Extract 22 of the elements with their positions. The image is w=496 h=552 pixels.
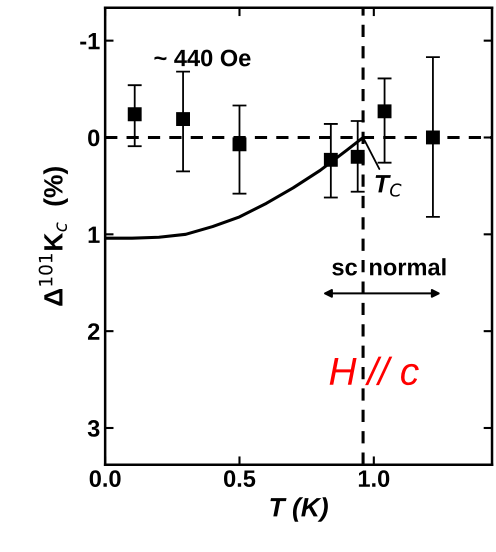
x-tick-label: 1.0 xyxy=(358,470,390,487)
point xyxy=(378,104,392,118)
annotation: ~ 440 Oe xyxy=(154,50,251,66)
y-axis-title: Δ$^{101}$K$_{c}$ (%) xyxy=(38,167,68,306)
point xyxy=(176,112,190,126)
y-tick-label: 2 xyxy=(88,323,100,340)
point xyxy=(426,130,440,144)
point xyxy=(324,152,338,167)
x-axis-title: T (K) xyxy=(270,497,328,522)
annotation: sc xyxy=(332,262,358,276)
x-tick-label: 0.0 xyxy=(90,470,121,487)
annotation: normal xyxy=(370,258,446,276)
point xyxy=(350,150,365,164)
y-tick-label: 1 xyxy=(88,226,100,243)
y-tick-label: 3 xyxy=(88,420,100,437)
y-tick-label: -1 xyxy=(80,32,100,50)
point xyxy=(128,107,142,122)
annotation: T$_{C}$ xyxy=(376,175,402,197)
point xyxy=(232,137,246,152)
annotation: H // c xyxy=(330,356,419,386)
y-tick-label: 0 xyxy=(88,130,100,146)
x-tick-label: 0.5 xyxy=(224,470,256,487)
